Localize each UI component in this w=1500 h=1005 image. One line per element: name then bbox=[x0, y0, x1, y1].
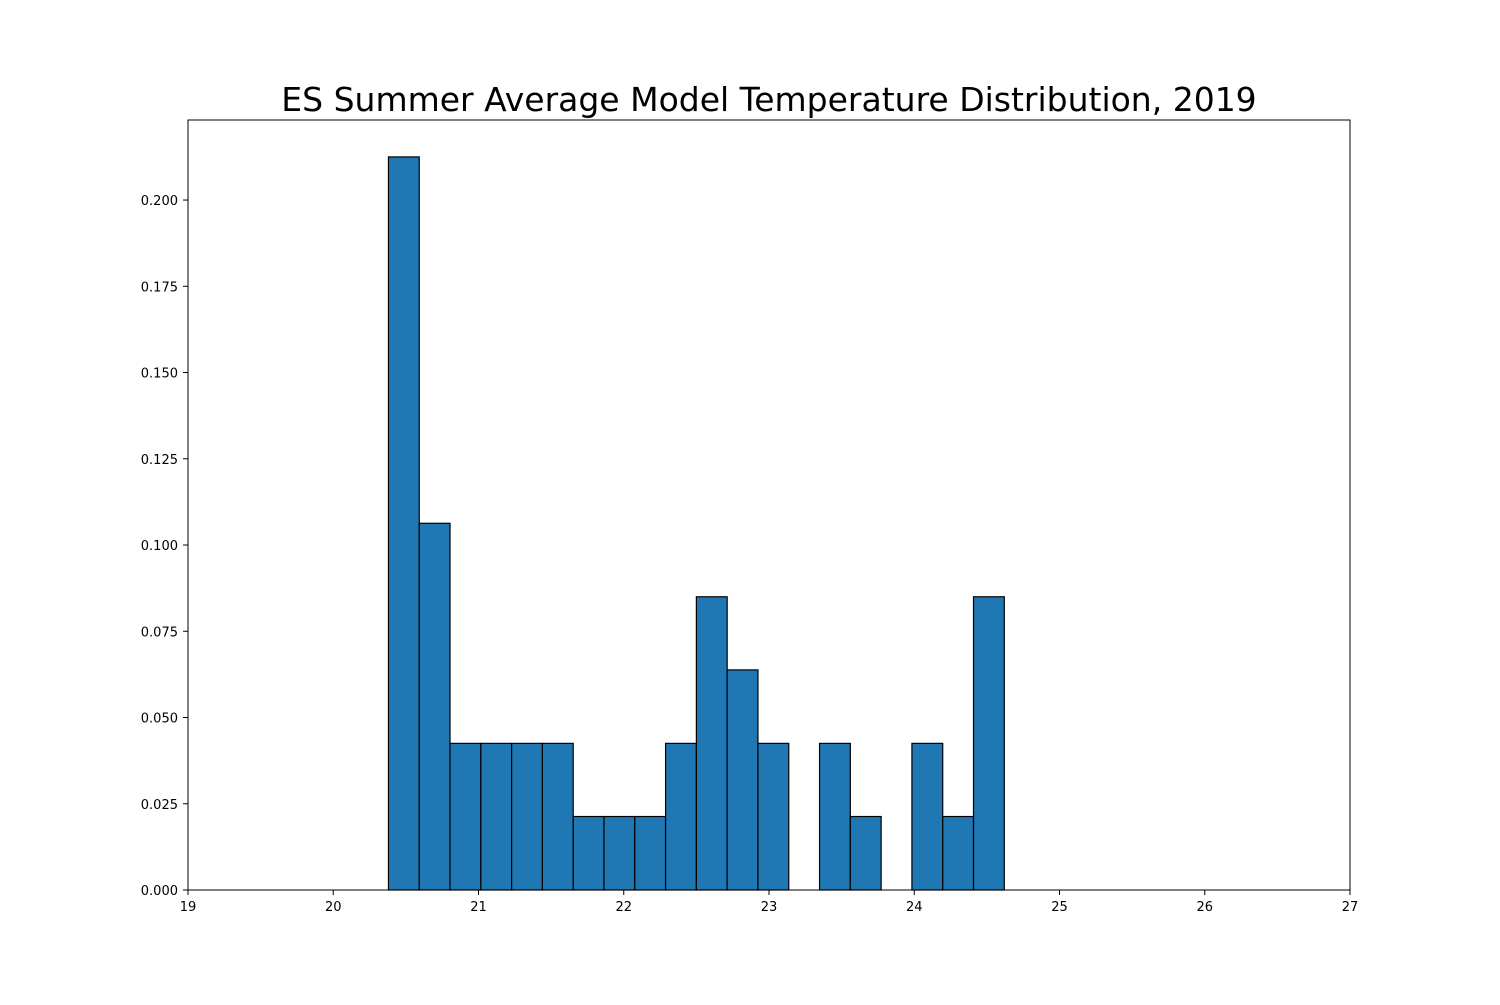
y-tick-label: 0.125 bbox=[141, 453, 178, 468]
histogram-bar bbox=[818, 742, 851, 891]
x-tick-label: 21 bbox=[470, 900, 487, 915]
histogram-bar bbox=[387, 156, 420, 891]
y-tick-label: 0.075 bbox=[141, 625, 178, 640]
chart-title: ES Summer Average Model Temperature Dist… bbox=[281, 80, 1257, 119]
y-tick-label: 0.150 bbox=[141, 367, 178, 382]
x-tick-label: 26 bbox=[1196, 900, 1213, 915]
histogram-bar bbox=[449, 742, 482, 891]
histogram-bar bbox=[942, 815, 975, 891]
x-tick-label: 25 bbox=[1051, 900, 1068, 915]
x-tick-label: 23 bbox=[761, 900, 778, 915]
y-tick-label: 0.025 bbox=[141, 798, 178, 813]
histogram-bar bbox=[695, 596, 728, 891]
x-tick-label: 22 bbox=[615, 900, 632, 915]
histogram-bar bbox=[418, 522, 451, 891]
histogram-bar bbox=[541, 742, 574, 891]
histogram-bar bbox=[572, 815, 605, 891]
x-tick-label: 27 bbox=[1342, 900, 1359, 915]
y-tick-label: 0.200 bbox=[141, 194, 178, 209]
histogram-bar bbox=[634, 815, 667, 891]
histogram-bar bbox=[511, 742, 544, 891]
x-tick-label: 20 bbox=[325, 900, 342, 915]
histogram-bar bbox=[757, 742, 790, 891]
histogram-bar bbox=[726, 669, 759, 891]
y-tick-label: 0.175 bbox=[141, 280, 178, 295]
histogram-bar bbox=[972, 596, 1005, 891]
y-tick-label: 0.000 bbox=[141, 884, 178, 899]
histogram-bar bbox=[664, 742, 697, 891]
histogram-bar bbox=[911, 742, 944, 891]
x-tick-label: 24 bbox=[906, 900, 923, 915]
histogram-bar bbox=[480, 742, 513, 891]
x-tick-label: 19 bbox=[180, 900, 197, 915]
histogram-bar bbox=[849, 815, 882, 891]
y-tick-label: 0.050 bbox=[141, 712, 178, 727]
y-tick-label: 0.100 bbox=[141, 539, 178, 554]
histogram-bar bbox=[603, 815, 636, 891]
